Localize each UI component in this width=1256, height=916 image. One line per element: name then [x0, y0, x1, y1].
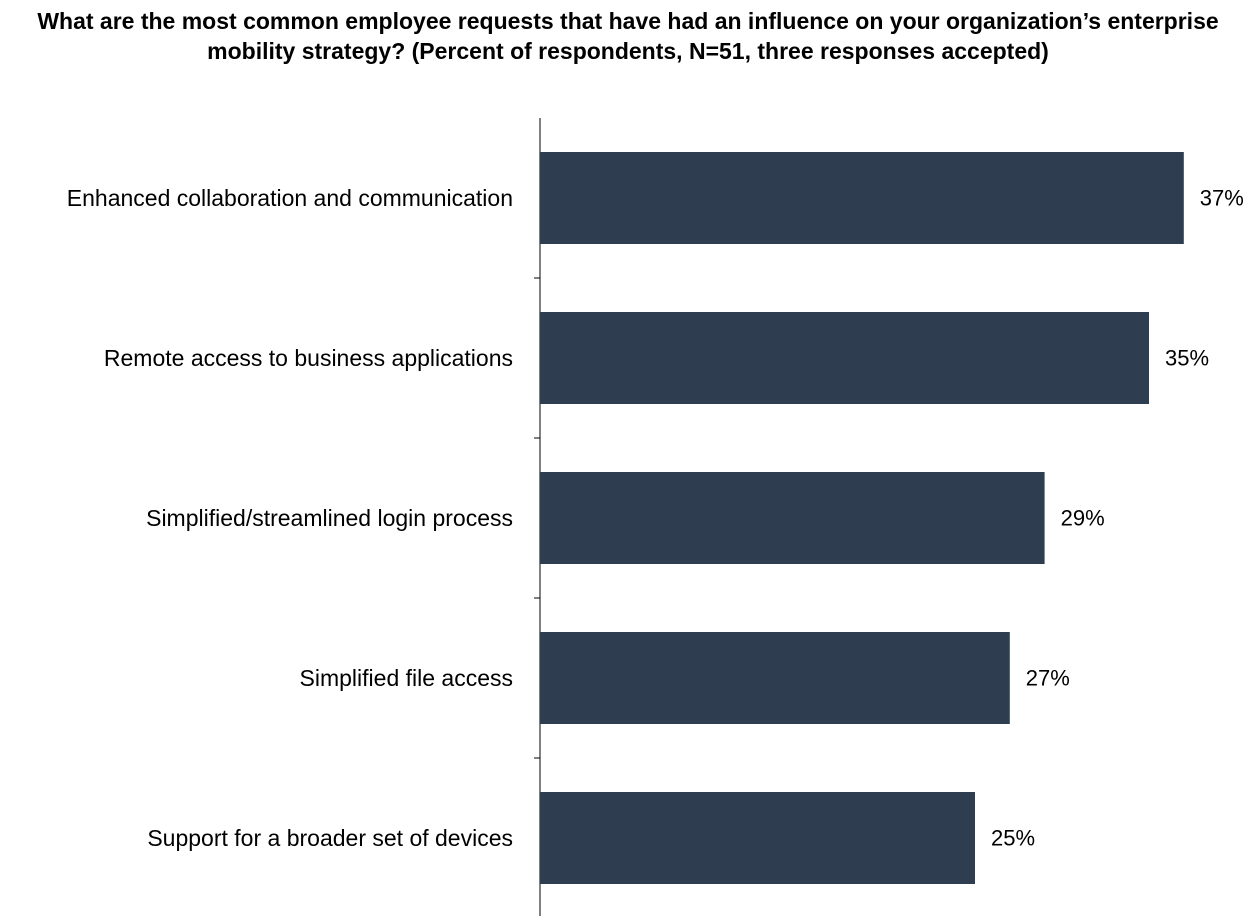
- bar: [540, 152, 1184, 244]
- value-label: 25%: [991, 826, 1035, 851]
- chart-title: What are the most common employee reques…: [37, 8, 1219, 64]
- bar: [540, 312, 1149, 404]
- bar: [540, 632, 1010, 724]
- category-label: Enhanced collaboration and communication: [67, 185, 513, 211]
- category-label: Remote access to business applications: [104, 345, 513, 371]
- bar: [540, 792, 975, 884]
- value-label: 29%: [1061, 506, 1105, 531]
- value-label: 35%: [1165, 346, 1209, 371]
- category-label: Support for a broader set of devices: [147, 825, 513, 851]
- category-label: Simplified file access: [300, 665, 513, 691]
- category-label: Simplified/streamlined login process: [146, 505, 513, 531]
- bar: [540, 472, 1045, 564]
- value-label: 27%: [1026, 666, 1070, 691]
- value-label: 37%: [1200, 186, 1244, 211]
